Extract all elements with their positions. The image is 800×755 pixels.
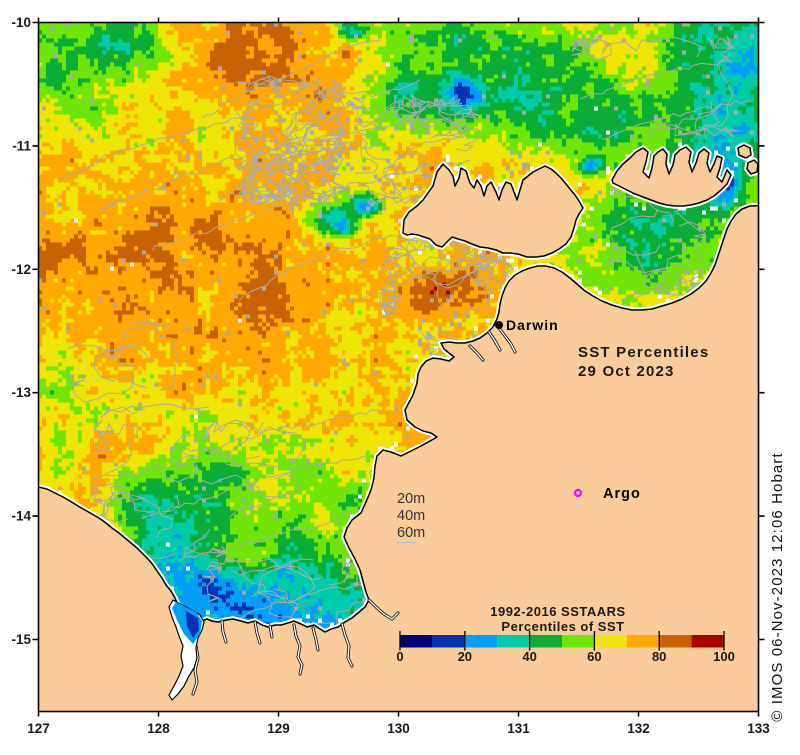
svg-text:-12: -12	[11, 262, 31, 277]
svg-text:-10: -10	[11, 15, 31, 30]
svg-text:-14: -14	[11, 509, 31, 524]
svg-text:60: 60	[587, 649, 601, 664]
svg-text:40: 40	[522, 649, 536, 664]
svg-text:20: 20	[458, 649, 472, 664]
svg-text:127: 127	[27, 721, 50, 736]
svg-text:-13: -13	[11, 385, 31, 400]
svg-text:128: 128	[147, 721, 170, 736]
svg-text:130: 130	[387, 721, 410, 736]
svg-text:-11: -11	[12, 138, 31, 153]
svg-text:1992-2016 SSTAARS: 1992-2016 SSTAARS	[490, 604, 625, 619]
svg-text:132: 132	[627, 721, 650, 736]
svg-text:Argo: Argo	[603, 486, 641, 502]
svg-text:29 Oct 2023: 29 Oct 2023	[578, 363, 675, 380]
svg-text:60m: 60m	[397, 525, 425, 541]
svg-text:SST Percentiles: SST Percentiles	[578, 344, 709, 361]
svg-text:133: 133	[747, 721, 770, 736]
svg-text:100: 100	[713, 649, 735, 664]
svg-text:Darwin: Darwin	[506, 317, 559, 333]
svg-text:129: 129	[267, 721, 290, 736]
svg-text:20m: 20m	[397, 491, 425, 507]
svg-text:131: 131	[507, 721, 530, 736]
svg-text:40m: 40m	[397, 508, 425, 524]
svg-text:0: 0	[396, 649, 403, 664]
svg-text:Percentiles of SST: Percentiles of SST	[501, 619, 624, 634]
svg-text:© IMOS 06-Nov-2023 12:06 Hobar: © IMOS 06-Nov-2023 12:06 Hobart	[769, 452, 786, 721]
svg-text:-15: -15	[11, 632, 31, 647]
svg-text:80: 80	[652, 649, 666, 664]
